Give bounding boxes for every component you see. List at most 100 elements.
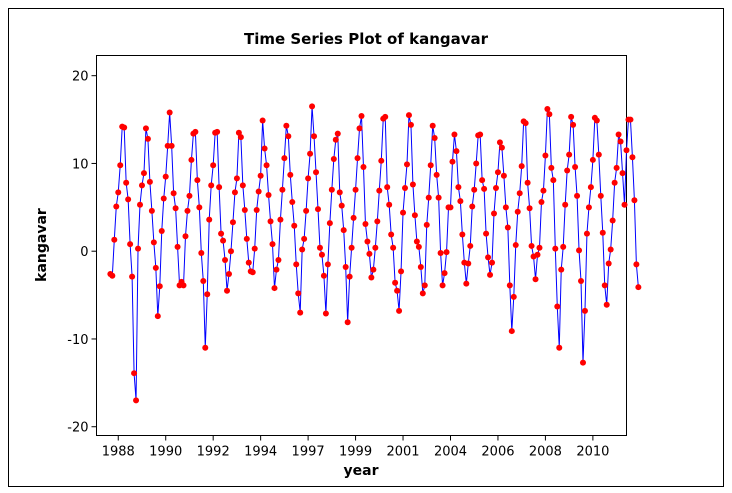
data-point [263,162,270,169]
data-point [574,192,581,199]
data-point [196,204,203,211]
data-point [123,179,130,186]
data-point [558,266,565,273]
data-point [170,190,177,197]
data-point [417,264,424,271]
data-point [528,242,535,249]
data-point [192,128,199,135]
data-point [237,134,244,141]
data-point [289,199,296,206]
data-point [133,397,140,404]
data-point [635,284,642,291]
data-point [546,111,553,118]
data-point [502,204,509,211]
data-point [204,291,211,298]
data-point [510,293,517,300]
x-tick-label: 1997 [292,445,325,460]
data-point [629,154,636,161]
data-point [403,161,410,168]
data-point [534,251,541,258]
data-point [524,179,531,186]
data-point [368,274,375,281]
x-axis-label: year [344,463,379,479]
data-point [305,175,312,182]
data-point [285,133,292,140]
x-tick-label: 1992 [197,445,230,460]
data-point [388,231,395,238]
y-tick-label: -10 [67,333,88,348]
data-point [579,359,586,366]
data-point [314,206,321,213]
data-point [332,136,339,143]
data-point [617,138,624,145]
data-point [324,261,331,268]
data-point [150,239,157,246]
data-point [437,249,444,256]
data-point [109,272,116,279]
data-point [536,244,543,251]
data-point [451,131,458,138]
data-point [494,169,501,176]
data-point [562,201,569,208]
data-point [226,271,232,278]
data-point [338,202,345,209]
data-point [271,285,278,292]
data-point [469,203,476,210]
data-point [449,158,456,165]
data-point [172,205,179,212]
data-point [631,197,638,204]
data-point [239,182,246,189]
data-point [320,272,327,279]
data-point [423,221,430,228]
data-point [303,207,310,214]
data-point [370,266,377,273]
data-point [121,124,128,131]
data-point [443,249,450,256]
data-point [111,236,118,243]
data-point [358,113,365,120]
data-point [210,162,217,169]
data-point [595,151,602,158]
data-point [459,231,466,238]
data-point [129,273,136,280]
data-point [158,228,165,235]
data-point [227,248,234,255]
x-tick-label: 1990 [149,445,182,460]
data-point [603,301,610,308]
data-point [279,186,286,193]
x-tick-label: 2010 [576,445,609,460]
data-point [411,212,418,219]
data-point [419,290,426,297]
data-point [115,189,122,196]
series-line [110,106,639,401]
data-point [113,203,120,210]
data-point [131,370,138,377]
data-point [548,164,555,171]
data-point [506,282,513,289]
data-point [160,195,167,202]
data-point [552,245,559,252]
data-point [297,309,304,316]
data-point [441,270,448,277]
data-point [287,171,294,178]
data-point [364,238,371,245]
data-point [334,130,341,137]
chart-title: Time Series Plot of kangavar [244,30,489,48]
data-point [560,243,567,250]
data-point [425,194,432,201]
data-point [283,122,290,129]
data-point [184,207,191,214]
y-tick-label: 10 [72,157,89,172]
data-point [516,190,523,197]
data-point [447,204,454,211]
data-point [542,152,549,159]
data-point [162,173,169,180]
data-point [214,128,221,135]
data-point [479,177,486,184]
data-point [619,170,626,177]
data-point [597,192,604,199]
data-point [350,214,357,221]
data-point [144,135,151,142]
data-point [269,241,276,248]
